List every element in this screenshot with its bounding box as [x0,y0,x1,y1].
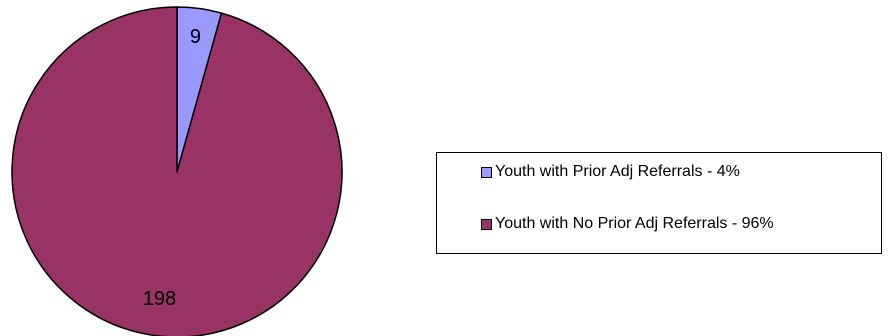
chart-legend: Youth with Prior Adj Referrals - 4% Yout… [436,152,882,254]
pie-value-labels: 9 198 [143,26,201,310]
pie-value-label-0: 9 [190,26,201,48]
legend-item-no-prior-referrals: Youth with No Prior Adj Referrals - 96% [481,215,774,233]
legend-item-prior-referrals: Youth with Prior Adj Referrals - 4% [481,163,740,181]
pie-chart: 9 198 [11,6,343,336]
legend-label-prior-referrals: Youth with Prior Adj Referrals - 4% [495,163,740,180]
pie-slices [11,6,343,336]
pie-value-label-1: 198 [143,288,176,310]
legend-swatch-no-prior-referrals [481,218,492,230]
legend-label-no-prior-referrals: Youth with No Prior Adj Referrals - 96% [495,215,774,232]
pie-slice-1 [11,6,343,336]
legend-swatch-prior-referrals [481,166,492,178]
